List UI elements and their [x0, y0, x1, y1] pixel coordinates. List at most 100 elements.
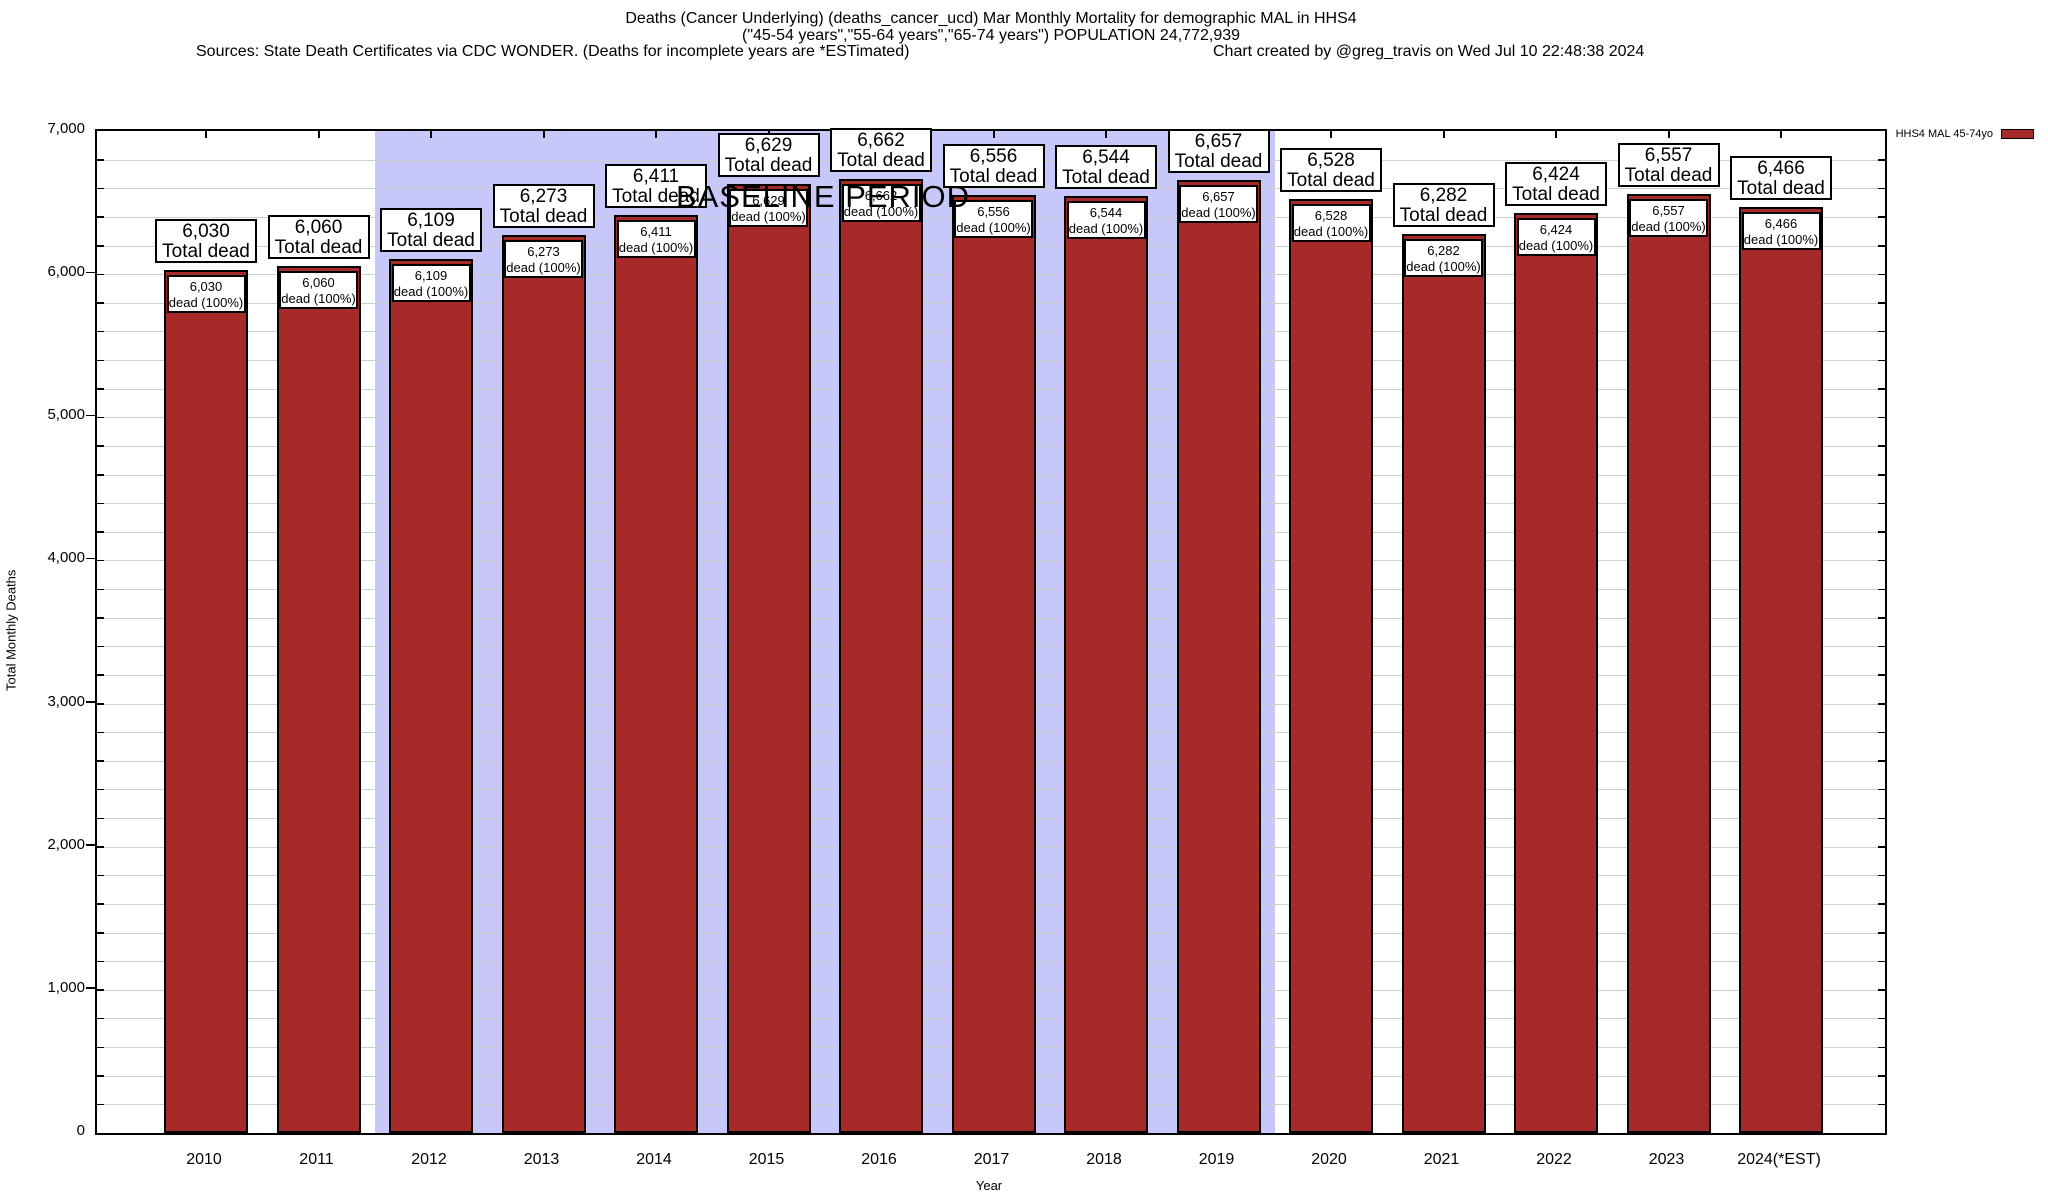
y-tick-right [1878, 359, 1885, 362]
y-tick-left [97, 1017, 104, 1020]
bar-outer-label: 6,544 Total dead [1055, 145, 1157, 190]
y-tick-left [97, 903, 104, 905]
y-tick-left [97, 731, 104, 734]
y-tick-right [1878, 187, 1885, 190]
bar-inner-label: 6,544 dead (100%) [1066, 201, 1146, 240]
y-tick-left [97, 1046, 104, 1049]
bar-inner-label: 6,424 dead (100%) [1516, 218, 1596, 257]
bar-inner-label: 6,657 dead (100%) [1179, 185, 1258, 224]
y-major-tick [86, 701, 95, 703]
bar-outer-label: 6,282 Total dead [1392, 182, 1495, 227]
x-top-tick [1442, 131, 1445, 138]
y-tick-left [97, 588, 104, 591]
y-tick-left [97, 416, 104, 419]
x-tick-label: 2017 [973, 1151, 1010, 1168]
y-tick-left [97, 388, 104, 390]
x-top-tick [1105, 131, 1107, 138]
bar-2018 [1064, 196, 1148, 1133]
x-tick-label: 2020 [1311, 1151, 1347, 1168]
bar-outer-label: 6,424 Total dead [1505, 162, 1607, 207]
bar-outer-label: 6,466 Total dead [1730, 156, 1832, 201]
chart-credit-note: Chart created by @greg_travis on Wed Jul… [1213, 43, 1645, 60]
gridline [97, 188, 1885, 190]
y-tick-left [97, 445, 104, 447]
bar-inner-label: 6,060 dead (100%) [279, 270, 358, 309]
x-tick-label: 2021 [1423, 1151, 1460, 1168]
bar-2017 [951, 194, 1036, 1133]
y-tick-left [97, 960, 104, 963]
y-tick-left [97, 874, 104, 877]
y-tick-right [1878, 159, 1885, 161]
bar-inner-label: 6,411 dead (100%) [616, 220, 696, 259]
bar-outer-label: 6,662 Total dead [830, 128, 932, 173]
bar-inner-label: 6,466 dead (100%) [1741, 212, 1821, 251]
y-major-tick [86, 271, 95, 274]
legend-label: HHS4 MAL 45-74yo [1895, 128, 1993, 140]
y-tick-left [97, 245, 104, 247]
y-tick-right [1878, 846, 1885, 848]
y-tick-left [97, 788, 104, 791]
chart-title-line1: Deaths (Cancer Underlying) (deaths_cance… [625, 10, 1357, 27]
y-tick-right [1878, 531, 1885, 533]
y-major-tick [86, 844, 95, 846]
x-tick-label: 2018 [1086, 1151, 1122, 1168]
y-major-tick [86, 557, 95, 560]
x-tick-label: 2015 [748, 1151, 785, 1168]
bar-2023 [1626, 194, 1711, 1133]
x-top-tick [1667, 131, 1670, 138]
y-tick-left [97, 187, 104, 190]
x-top-tick [542, 131, 545, 138]
bar-inner-label: 6,030 dead (100%) [166, 274, 246, 313]
y-tick-right [1878, 817, 1885, 820]
x-tick-label: 2022 [1536, 1151, 1572, 1168]
y-tick-right [1878, 559, 1885, 562]
bar-inner-label: 6,109 dead (100%) [391, 263, 471, 302]
y-tick-left [97, 273, 104, 276]
x-tick-label: 2019 [1198, 1151, 1235, 1168]
y-tick-label: 2,000 [47, 835, 85, 853]
bar-outer-label: 6,629 Total dead [717, 133, 820, 178]
y-tick-right [1878, 273, 1885, 276]
y-tick-right [1878, 674, 1885, 676]
y-tick-right [1878, 588, 1885, 591]
y-tick-label: 4,000 [47, 549, 85, 567]
x-tick-label: 2011 [299, 1151, 334, 1168]
y-tick-left [97, 302, 104, 304]
y-tick-left [97, 617, 104, 619]
y-tick-left [97, 474, 104, 476]
y-tick-right [1878, 788, 1885, 791]
bar-outer-label: 6,273 Total dead [492, 184, 595, 229]
x-tick-label: 2016 [861, 1151, 897, 1168]
y-tick-left [97, 216, 104, 218]
y-tick-right [1878, 330, 1885, 333]
y-tick-left [97, 760, 104, 762]
y-tick-left [97, 1103, 104, 1106]
y-tick-left [97, 559, 104, 562]
bar-2015 [726, 184, 811, 1133]
bar-outer-label: 6,657 Total dead [1167, 129, 1270, 174]
x-tick-label: 2023 [1648, 1151, 1685, 1168]
y-tick-right [1878, 216, 1885, 218]
x-top-tick [992, 131, 995, 138]
bar-outer-label: 6,030 Total dead [155, 218, 257, 263]
y-tick-left [97, 330, 104, 333]
y-tick-label: 7,000 [47, 120, 85, 137]
y-tick-right [1878, 645, 1885, 648]
y-tick-right [1878, 502, 1885, 505]
baseline-period-annotation: BASELINE PERIOD [675, 179, 971, 214]
bar-inner-label: 6,556 dead (100%) [954, 199, 1033, 238]
bar-2019 [1176, 180, 1261, 1133]
bar-outer-label: 6,109 Total dead [380, 207, 482, 252]
y-tick-left [97, 1075, 104, 1077]
bar-outer-label: 6,557 Total dead [1617, 143, 1720, 188]
y-tick-left [97, 674, 104, 676]
bar-2021 [1401, 233, 1486, 1133]
y-tick-label: 1,000 [47, 978, 85, 996]
y-tick-right [1878, 474, 1885, 476]
x-axis-title: Year [975, 1178, 1003, 1193]
x-top-tick [205, 131, 207, 138]
y-tick-right [1878, 416, 1885, 419]
y-tick-left [97, 703, 104, 705]
bar-outer-label: 6,060 Total dead [267, 214, 370, 259]
y-tick-right [1878, 1017, 1885, 1020]
